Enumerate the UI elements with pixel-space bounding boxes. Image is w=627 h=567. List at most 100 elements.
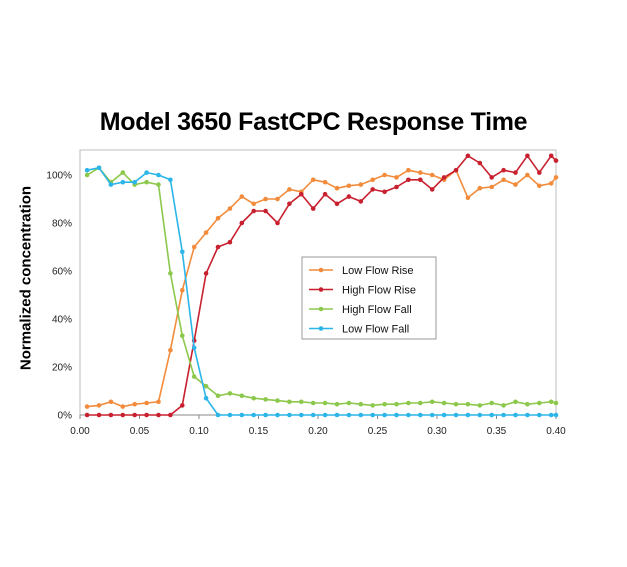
data-point bbox=[382, 412, 387, 418]
data-point bbox=[275, 220, 280, 226]
data-point bbox=[96, 403, 102, 408]
data-point bbox=[441, 175, 447, 180]
data-point bbox=[203, 395, 209, 401]
data-point bbox=[108, 399, 114, 405]
y-tick-label: 40% bbox=[52, 315, 72, 326]
data-point bbox=[465, 195, 471, 201]
data-point bbox=[465, 153, 471, 159]
data-point bbox=[299, 412, 304, 418]
data-point bbox=[168, 347, 173, 353]
data-point bbox=[120, 412, 126, 418]
data-point bbox=[84, 404, 90, 409]
data-point bbox=[263, 412, 268, 418]
data-point bbox=[489, 184, 495, 190]
x-tick-label: 0.25 bbox=[368, 426, 388, 437]
data-point bbox=[227, 391, 233, 396]
data-point bbox=[548, 153, 554, 159]
x-tick-label: 0.20 bbox=[308, 426, 328, 437]
data-point bbox=[180, 403, 185, 408]
data-point bbox=[275, 398, 280, 403]
data-point bbox=[553, 400, 559, 406]
data-point bbox=[191, 244, 197, 250]
data-point bbox=[227, 206, 233, 211]
data-point bbox=[548, 412, 554, 418]
data-point bbox=[501, 403, 506, 408]
data-point bbox=[275, 412, 280, 418]
data-point bbox=[120, 170, 126, 175]
data-point bbox=[346, 412, 352, 418]
data-point bbox=[263, 196, 268, 202]
data-point bbox=[394, 184, 399, 190]
data-point bbox=[548, 399, 554, 405]
data-point bbox=[251, 412, 256, 418]
y-tick-label: 100% bbox=[46, 171, 72, 182]
data-point bbox=[477, 185, 483, 191]
data-point bbox=[156, 182, 161, 187]
data-point bbox=[84, 412, 90, 418]
series-group bbox=[84, 153, 559, 418]
data-point bbox=[346, 400, 352, 406]
data-point bbox=[477, 412, 483, 418]
x-tick-label: 0.40 bbox=[546, 426, 566, 437]
x-tick-label: 0.30 bbox=[427, 426, 447, 437]
data-point bbox=[322, 191, 328, 197]
data-point bbox=[132, 179, 137, 185]
data-point bbox=[525, 172, 530, 178]
data-point bbox=[334, 401, 340, 407]
data-point bbox=[418, 177, 423, 183]
y-tick-label: 80% bbox=[52, 219, 72, 230]
data-point bbox=[215, 412, 221, 418]
data-point bbox=[477, 160, 483, 166]
data-point bbox=[429, 187, 435, 192]
data-point bbox=[406, 167, 411, 173]
data-point bbox=[334, 185, 340, 191]
data-point bbox=[441, 412, 447, 418]
data-point bbox=[358, 182, 364, 187]
data-point bbox=[418, 170, 423, 175]
data-point bbox=[489, 175, 495, 180]
legend-marker bbox=[318, 306, 324, 312]
data-point bbox=[453, 167, 459, 173]
data-point bbox=[251, 201, 256, 207]
data-point bbox=[513, 412, 518, 418]
data-point bbox=[370, 412, 376, 418]
data-point bbox=[382, 401, 387, 407]
data-point bbox=[382, 189, 387, 195]
data-point bbox=[144, 412, 149, 418]
data-point bbox=[358, 412, 364, 418]
data-point bbox=[144, 400, 149, 406]
data-point bbox=[418, 400, 423, 406]
legend-label: High Flow Fall bbox=[342, 304, 412, 316]
data-point bbox=[453, 401, 459, 407]
data-point bbox=[215, 215, 221, 221]
data-point bbox=[263, 208, 268, 214]
data-point bbox=[239, 412, 245, 418]
legend-label: Low Flow Rise bbox=[342, 265, 414, 277]
data-point bbox=[322, 179, 328, 185]
data-point bbox=[310, 400, 316, 406]
data-point bbox=[168, 271, 173, 276]
data-point bbox=[251, 208, 256, 214]
data-point bbox=[501, 412, 506, 418]
data-point bbox=[513, 399, 518, 405]
data-point bbox=[168, 412, 173, 418]
data-point bbox=[553, 158, 559, 163]
legend-label: Low Flow Fall bbox=[342, 324, 409, 336]
data-point bbox=[275, 196, 280, 202]
data-point bbox=[287, 201, 292, 207]
data-point bbox=[346, 183, 352, 189]
data-point bbox=[322, 400, 328, 406]
data-point bbox=[310, 412, 316, 418]
data-point bbox=[382, 172, 387, 178]
data-point bbox=[525, 153, 530, 159]
data-point bbox=[477, 403, 483, 408]
data-point bbox=[108, 182, 114, 187]
data-point bbox=[553, 175, 559, 180]
data-point bbox=[156, 172, 161, 178]
data-point bbox=[251, 395, 256, 401]
data-point bbox=[370, 177, 376, 183]
data-point bbox=[370, 187, 376, 192]
data-point bbox=[144, 179, 149, 185]
data-point bbox=[548, 181, 554, 186]
data-point bbox=[513, 182, 518, 187]
